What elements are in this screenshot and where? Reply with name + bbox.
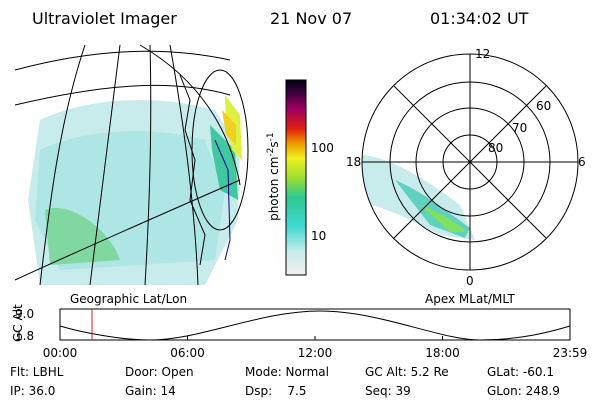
mlt-label: 0: [466, 274, 474, 288]
panel-label: Apex MLat/MLT: [425, 292, 515, 306]
mlat-label: 70: [512, 121, 527, 135]
info-field: GLon: 248.9: [487, 384, 560, 398]
time-label: 12:00: [298, 346, 333, 360]
info-field: Door: Open: [125, 365, 194, 379]
info-field: IP: 36.0: [10, 384, 55, 398]
time-label: 00:00: [43, 346, 78, 360]
time-label: 18:00: [425, 346, 460, 360]
orbit-y-label: 9.0: [15, 307, 34, 321]
info-field: Seq: 39: [365, 384, 411, 398]
instrument: Ultraviolet Imager: [32, 9, 177, 28]
date: 21 Nov 07: [270, 9, 352, 28]
time: 01:34:02 UT: [430, 9, 529, 28]
info-field: GLat: -60.1: [487, 365, 554, 379]
info-field: Gain: 14: [125, 384, 176, 398]
units: -2: [266, 148, 276, 157]
info-field: Mode: Normal: [245, 365, 329, 379]
geographic-image: [14, 44, 249, 286]
units: -1: [266, 132, 276, 141]
panel-label: Geographic Lat/Lon: [70, 292, 187, 306]
orbit-y-label: 1.8: [15, 329, 34, 343]
orbit-axis-label: GC Alt: [11, 304, 25, 342]
orbit-frame: [59, 308, 571, 341]
units: s: [267, 141, 281, 147]
units: photon cm: [267, 157, 281, 221]
mlat-label: 80: [488, 141, 503, 155]
colorbar: [285, 79, 307, 276]
info-panel: Flt: LBHL Door: Open Mode: Normal GC Alt: 5…: [10, 365, 560, 398]
time-label: 06:00: [170, 346, 205, 360]
info-field: Flt: LBHL: [10, 365, 64, 379]
time-label: 23:59: [553, 346, 588, 360]
mlt-label: 18: [346, 155, 361, 169]
mlat-label: 60: [536, 99, 551, 113]
colorbar-tick: 100: [311, 141, 334, 155]
mlt-label: 6: [578, 155, 586, 169]
colorbar-tick: 10: [311, 229, 326, 243]
mlt-label: 12: [475, 47, 490, 61]
info-field: GC Alt: 5.2 Re: [365, 365, 449, 379]
polar-image: [362, 154, 475, 240]
polar-grid: [361, 53, 579, 271]
orbit-curve: [59, 310, 571, 341]
time-labels: 00:00 06:00 12:00 18:00 23:59: [43, 336, 588, 360]
info-field: Dsp: 7.5: [245, 384, 307, 398]
colorbar-units: photon cm-2s-1: [262, 121, 281, 240]
